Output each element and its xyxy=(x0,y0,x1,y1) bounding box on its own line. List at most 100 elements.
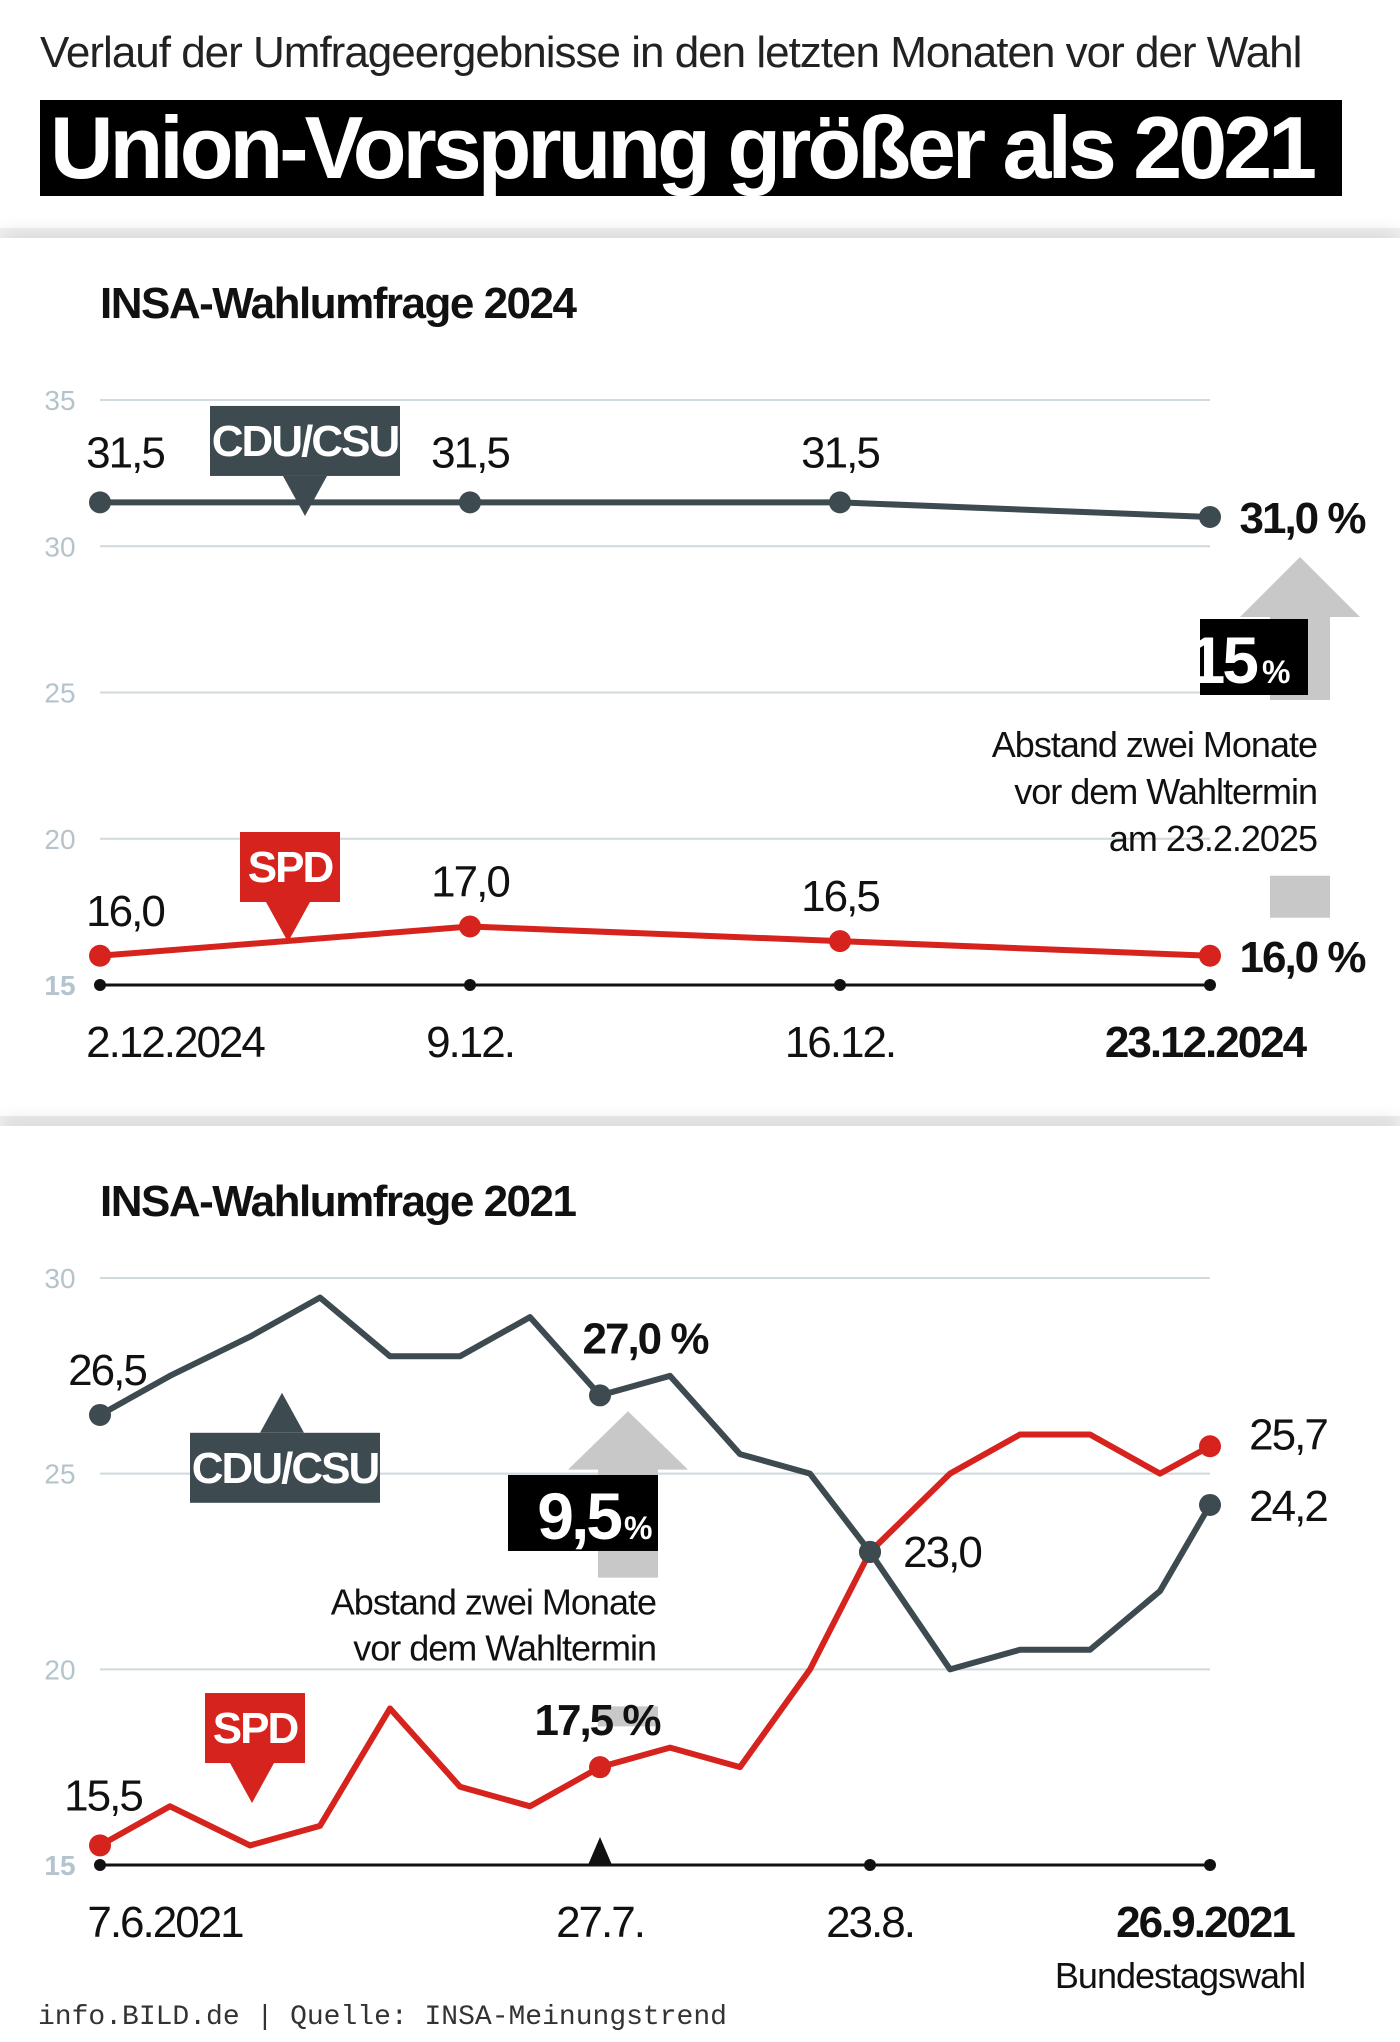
gap-note-line-2: vor dem Wahltermin xyxy=(1014,771,1317,812)
value-label-cdu-csu-0: 31,5 xyxy=(86,428,164,477)
x-label-1: 27.7. xyxy=(556,1898,644,1947)
badge-spd: SPD xyxy=(205,1693,305,1804)
gap-box xyxy=(508,1474,658,1551)
y-tick-30: 30 xyxy=(44,531,75,562)
gap-unit: % xyxy=(624,1510,652,1546)
y-tick-20: 20 xyxy=(44,1654,75,1685)
badge-cdu-csu-pointer xyxy=(260,1392,304,1433)
footer: info.BILD.de | Quelle: INSA-Meinungstren… xyxy=(38,2002,727,2033)
x-label-0: 2.12.2024 xyxy=(86,1018,265,1067)
x-label-0: 7.6.2021 xyxy=(87,1898,243,1947)
value-label-spd-27.7.2021: 17,5 % xyxy=(535,1696,661,1745)
badge-spd-pointer xyxy=(266,902,310,942)
gap-note-line-2: vor dem Wahltermin xyxy=(353,1628,656,1669)
value-label-cdu-csu-2: 31,5 xyxy=(801,428,879,477)
value-label-spd-2: 16,5 xyxy=(801,872,879,921)
x-label-3: 23.12.2024 xyxy=(1105,1018,1308,1067)
point-cdu-csu-0 xyxy=(89,1403,111,1426)
x-tick-2 xyxy=(834,979,846,991)
x-label-1: 9.12. xyxy=(426,1018,514,1067)
x-label-2: 23.8. xyxy=(826,1898,914,1947)
badge-cdu-csu: CDU/CSU xyxy=(190,1392,380,1503)
point-spd-2 xyxy=(829,930,851,953)
point-cdu-csu-16 xyxy=(1199,1493,1221,1516)
badge-spd-label: SPD xyxy=(248,843,333,892)
value-label-spd-0: 16,0 xyxy=(86,887,164,936)
series-line-spd xyxy=(98,1431,1212,1849)
chart-2021-title: INSA-Wahlumfrage 2021 xyxy=(100,1177,576,1226)
value-label-spd-1: 17,0 xyxy=(431,858,509,907)
value-label-spd-26.9.2021: 25,7 xyxy=(1249,1410,1327,1459)
value-label-cdu-csu-27.7.2021: 27,0 % xyxy=(583,1314,709,1363)
x-tick-3 xyxy=(1204,979,1216,991)
gap-box xyxy=(1200,619,1308,695)
gap-note-line-1: Abstand zwei Monate xyxy=(331,1582,656,1623)
gap-arrow-shaft-bottom xyxy=(598,1706,658,1727)
badge-cdu-csu-pointer xyxy=(283,475,327,516)
header: Verlauf der Umfrageergebnisse in den let… xyxy=(0,0,1400,228)
x-tick-1 xyxy=(464,979,476,991)
point-cdu-csu-0 xyxy=(89,491,111,514)
x-label-2: 16.12. xyxy=(785,1018,895,1067)
badge-spd: SPD xyxy=(240,832,340,942)
y-tick-15: 15 xyxy=(44,970,75,1001)
value-label-spd-3: 16,0 % xyxy=(1240,933,1366,982)
series-line-spd xyxy=(99,923,1211,959)
series-line-cdu-csu xyxy=(100,499,1211,520)
gap-arrow-head xyxy=(1240,557,1360,617)
point-spd-3 xyxy=(1199,944,1221,967)
value-label-cdu-csu-1: 31,5 xyxy=(431,428,509,477)
value-label-cdu-csu-23.8.2021: 23,0 xyxy=(903,1528,981,1577)
footer-site[interactable]: info.BILD.de xyxy=(38,2002,240,2033)
chart-2024: INSA-Wahlumfrage 2024 15 20 25 30 35 15 % Abst… xyxy=(44,279,1367,1067)
badge-cdu-csu-label: CDU/CSU xyxy=(192,1444,379,1493)
gap-value: 9,5 xyxy=(537,1479,621,1553)
badge-cdu-csu: CDU/CSU xyxy=(210,405,400,516)
gap-value: 15 xyxy=(1189,623,1258,697)
gap-note-line-3: am 23.2.2025 xyxy=(1109,818,1317,859)
point-spd-7 xyxy=(589,1756,611,1779)
headline: Union-Vorsprung größer als 2021 xyxy=(40,100,1342,196)
badge-spd-box xyxy=(205,1693,305,1764)
gap-note-line-1: Abstand zwei Monate xyxy=(992,724,1317,765)
chart-2021-panel: INSA-Wahlumfrage 2021 15 20 25 30 9,5% Absta… xyxy=(0,1126,1400,2042)
badge-cdu-csu-label: CDU/CSU xyxy=(212,417,399,466)
footer-source: Quelle: INSA-Meinungstrend xyxy=(290,2002,727,2033)
kicker: Verlauf der Umfrageergebnisse in den let… xyxy=(40,28,1302,77)
x-tick-3 xyxy=(1204,1859,1216,1871)
point-cdu-csu-1 xyxy=(459,491,481,514)
x-tick-0 xyxy=(94,979,106,991)
badge-spd-label: SPD xyxy=(213,1704,298,1753)
y-tick-30: 30 xyxy=(44,1263,75,1294)
y-tick-25: 25 xyxy=(44,678,75,709)
badge-cdu-csu-box xyxy=(210,405,400,476)
point-cdu-csu-7 xyxy=(589,1384,611,1407)
gap-arrow-head xyxy=(568,1411,688,1470)
chart-2021: INSA-Wahlumfrage 2021 15 20 25 30 9,5 % Absta… xyxy=(44,1177,1329,1996)
value-label-cdu-csu-7.6.2021: 26,5 xyxy=(68,1346,146,1395)
point-spd-1 xyxy=(459,915,481,938)
point-spd-0 xyxy=(89,944,111,967)
x-tick-0 xyxy=(94,1859,106,1871)
point-spd-11 xyxy=(859,1540,881,1563)
badge-spd-box xyxy=(240,832,340,902)
point-cdu-csu-3 xyxy=(1199,506,1221,528)
chart-2024-panel: INSA-Wahlumfrage 2024 15 20 25 30 35 15% Abst… xyxy=(0,238,1400,1116)
gap-arrow-shaft-bottom xyxy=(1270,875,1330,918)
x-label-3: 26.9.2021 xyxy=(1116,1898,1295,1947)
chart-2024-title: INSA-Wahlumfrage 2024 xyxy=(100,279,577,328)
y-tick-25: 25 xyxy=(44,1459,75,1490)
gap-unit: % xyxy=(1262,654,1290,690)
x-tick-marker-1 xyxy=(588,1837,612,1865)
point-spd-16 xyxy=(1199,1435,1221,1458)
y-tick-20: 20 xyxy=(44,824,75,855)
y-tick-15: 15 xyxy=(44,1850,75,1881)
x-tick-2 xyxy=(864,1859,876,1871)
footer-separator: | xyxy=(239,2002,291,2033)
point-cdu-csu-2 xyxy=(829,491,851,514)
series-line-cdu-csu xyxy=(98,1294,1213,1673)
y-tick-35: 35 xyxy=(44,385,75,416)
point-spd-0 xyxy=(89,1834,111,1857)
value-label-spd-7.6.2021: 15,5 xyxy=(64,1771,142,1820)
value-label-cdu-csu-26.9.2021: 24,2 xyxy=(1249,1482,1327,1531)
